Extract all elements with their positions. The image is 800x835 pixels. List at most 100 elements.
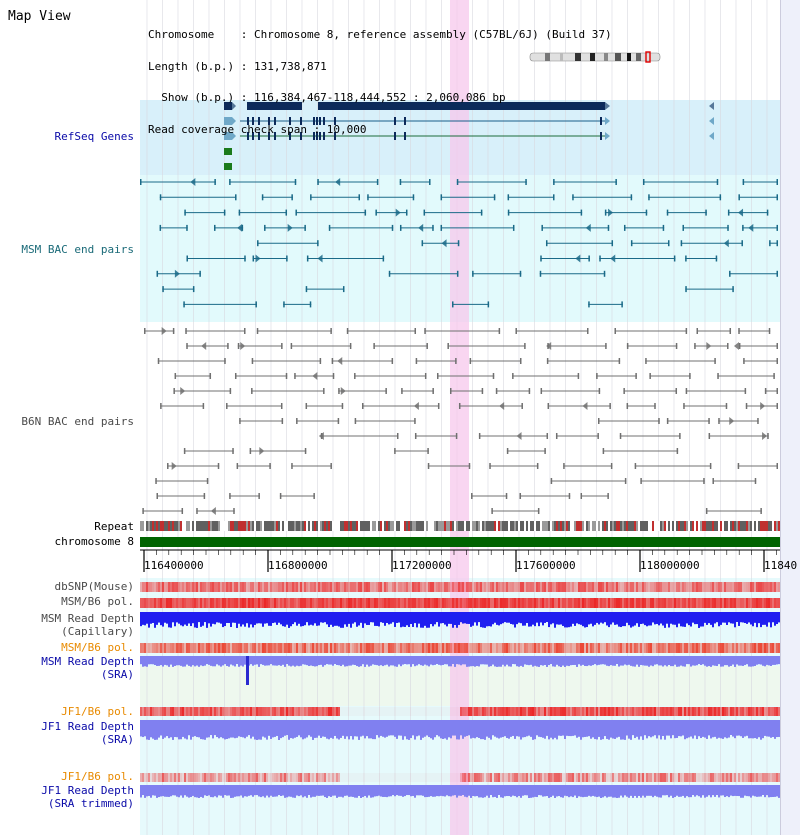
msm-b6-pol-2-heat (748, 643, 750, 653)
track-label-repeat[interactable]: Repeat (94, 520, 134, 533)
jf1-depth-sra-bar (220, 720, 222, 738)
msm-depth-capillary-bar (672, 612, 674, 625)
msm-b6-pol-2-heat (608, 643, 610, 653)
jf1-depth-sra-bar (666, 720, 668, 736)
msm-b6-pol-heat (310, 598, 312, 608)
jf1-depth-trimmed-bar (586, 785, 588, 797)
repeat-mark (688, 521, 690, 531)
msm-b6-pol-heat (416, 598, 418, 608)
msm-depth-capillary-bar (432, 612, 434, 627)
track-label-dbsnp[interactable]: dbSNP(Mouse) (54, 580, 134, 593)
jf1-b6-pol-2-heat (210, 773, 212, 782)
track-label-chromosome[interactable]: chromosome 8 (54, 535, 134, 548)
track-label-msm-bac[interactable]: MSM BAC end pairs (21, 243, 134, 256)
track-label-b6n-bac[interactable]: B6N BAC end pairs (21, 415, 134, 428)
msm-b6-pol-heat (326, 598, 328, 608)
track-label-jf1-depth-sra[interactable]: JF1 Read Depth (41, 720, 134, 733)
track-label-jf1-depth-trimmed[interactable]: JF1 Read Depth (41, 784, 134, 797)
msm-b6-pol-heat (318, 598, 320, 608)
msm-b6-pol-2-heat (758, 643, 760, 653)
track-label-msm-depth-capillary[interactable]: MSM Read Depth (41, 612, 134, 625)
msm-b6-pol-2-heat (588, 643, 590, 653)
jf1-depth-sra-bar (640, 720, 642, 737)
repeat-mark (692, 521, 694, 531)
dbsnp-heat (378, 582, 380, 592)
repeat-mark (348, 521, 350, 531)
msm-bac-pair-arrow (287, 223, 293, 232)
msm-depth-sra-bar (400, 656, 402, 667)
msm-b6-pol-heat (578, 598, 580, 608)
msm-bac-pair-end (680, 240, 683, 247)
msm-depth-sra-bar (622, 656, 624, 666)
track-label-msm-depth-sra[interactable]: MSM Read Depth (41, 655, 134, 668)
dbsnp-heat (224, 582, 226, 592)
msm-depth-capillary-bar (158, 612, 160, 623)
dbsnp-heat (478, 582, 480, 592)
repeat-mark (434, 521, 436, 531)
msm-depth-capillary-bar (280, 612, 282, 625)
jf1-b6-pol-2-heat (710, 773, 712, 782)
b6n-bac-pair-end (596, 373, 598, 379)
track-label-jf1-b6-pol[interactable]: JF1/B6 pol. (61, 705, 134, 718)
jf1-depth-sra-bar (364, 720, 366, 739)
msm-b6-pol-heat (180, 598, 182, 608)
repeat-mark (460, 521, 462, 531)
b6n-bac-pair-end (156, 493, 158, 499)
jf1-b6-pol-heat (192, 707, 194, 716)
msm-bac-pair-end (642, 179, 645, 185)
jf1-depth-trimmed-bar (192, 785, 194, 796)
msm-depth-sra-bar (388, 656, 390, 667)
msm-depth-capillary-bar (464, 612, 466, 624)
msm-depth-capillary-bar (746, 612, 748, 624)
refseq-arrow (709, 102, 714, 110)
jf1-b6-pol-2-heat (406, 773, 408, 782)
jf1-depth-sra-bar (618, 720, 620, 737)
jf1-b6-pol-2-heat (216, 773, 218, 782)
jf1-b6-pol-2-heat (612, 773, 614, 782)
jf1-depth-trimmed-bar (590, 785, 592, 797)
refseq-exon (258, 132, 260, 140)
track-label-msm-b6-pol[interactable]: MSM/B6 pol. (61, 595, 134, 608)
jf1-depth-sra-bar (366, 720, 368, 737)
jf1-depth-sra-bar (610, 720, 612, 738)
jf1-b6-pol-heat (458, 707, 460, 716)
msm-b6-pol-heat (688, 598, 690, 608)
dbsnp-heat (692, 582, 694, 592)
msm-depth-sra-bar (268, 656, 270, 666)
ideogram-band (636, 53, 641, 61)
jf1-b6-pol-2-heat (720, 773, 722, 782)
repeat-mark (196, 521, 198, 531)
repeat-mark (510, 521, 512, 531)
msm-b6-pol-2-heat (680, 643, 682, 653)
msm-depth-sra-bar (374, 656, 376, 665)
refseq-exon (247, 132, 249, 140)
msm-b6-pol-2-heat (306, 643, 308, 653)
refseq-gene-start (224, 132, 236, 140)
jf1-depth-sra-bar (338, 720, 340, 740)
jf1-depth-sra-bar (436, 720, 438, 736)
jf1-b6-pol-2-heat (518, 773, 520, 782)
repeat-mark (556, 521, 558, 531)
jf1-depth-trimmed-bar (470, 785, 472, 798)
dbsnp-heat (234, 582, 236, 592)
b6n-bac-pair-end (506, 448, 509, 454)
jf1-depth-trimmed-bar (434, 785, 436, 797)
msm-b6-pol-2-heat (320, 643, 322, 653)
jf1-b6-pol-2-heat (178, 773, 180, 782)
dbsnp-heat (358, 582, 360, 592)
track-label-msm-b6-pol-2[interactable]: MSM/B6 pol. (61, 641, 134, 654)
msm-depth-sra-bar (230, 656, 232, 665)
dbsnp-heat (710, 582, 712, 592)
msm-b6-pol-heat (638, 598, 640, 608)
msm-b6-pol-heat (396, 598, 398, 608)
track-label-jf1-b6-pol-2[interactable]: JF1/B6 pol. (61, 770, 134, 783)
repeat-mark (446, 521, 448, 531)
dbsnp-heat (452, 582, 454, 592)
jf1-depth-trimmed-bar (618, 785, 620, 798)
msm-b6-pol-heat (438, 598, 440, 608)
b6n-bac-pair-end (709, 463, 712, 469)
msm-bac-pair-end (611, 240, 614, 247)
msm-depth-sra-bar (630, 656, 632, 666)
track-label-refseq-genes[interactable]: RefSeq Genes (54, 130, 134, 143)
